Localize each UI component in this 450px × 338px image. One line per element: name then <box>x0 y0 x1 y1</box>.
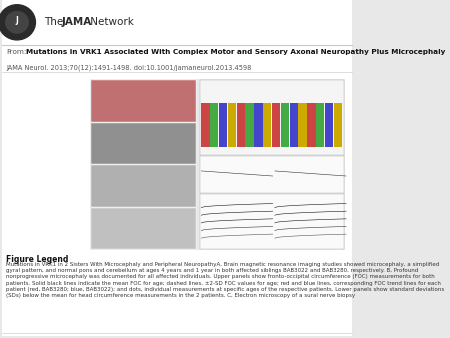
FancyBboxPatch shape <box>254 103 263 147</box>
FancyBboxPatch shape <box>200 80 344 155</box>
Text: J: J <box>16 16 18 25</box>
FancyBboxPatch shape <box>2 0 352 45</box>
FancyBboxPatch shape <box>2 2 352 336</box>
FancyBboxPatch shape <box>246 103 254 147</box>
FancyBboxPatch shape <box>91 80 196 122</box>
FancyBboxPatch shape <box>91 208 196 249</box>
Text: From:: From: <box>6 49 27 55</box>
FancyBboxPatch shape <box>200 156 344 193</box>
FancyBboxPatch shape <box>263 103 271 147</box>
FancyBboxPatch shape <box>200 194 344 249</box>
FancyBboxPatch shape <box>210 103 219 147</box>
FancyBboxPatch shape <box>219 103 227 147</box>
FancyBboxPatch shape <box>334 103 342 147</box>
FancyBboxPatch shape <box>201 103 210 147</box>
Circle shape <box>5 11 29 34</box>
Text: The: The <box>44 17 67 27</box>
FancyBboxPatch shape <box>325 103 333 147</box>
FancyBboxPatch shape <box>90 79 346 250</box>
Text: Figure Legend: Figure Legend <box>6 255 69 264</box>
FancyBboxPatch shape <box>281 103 289 147</box>
FancyBboxPatch shape <box>237 103 245 147</box>
FancyBboxPatch shape <box>91 123 196 164</box>
Circle shape <box>0 5 36 40</box>
FancyBboxPatch shape <box>272 103 280 147</box>
FancyBboxPatch shape <box>316 103 324 147</box>
Text: JAMA Neurol. 2013;70(12):1491-1498. doi:10.1001/jamaneurol.2013.4598: JAMA Neurol. 2013;70(12):1491-1498. doi:… <box>6 65 252 71</box>
Text: Mutations in VRK1 in 2 Sisters With Microcephaly and Peripheral NeuropathyA, Bra: Mutations in VRK1 in 2 Sisters With Micr… <box>6 262 445 298</box>
Text: Mutations in VRK1 Associated With Complex Motor and Sensory Axonal Neuropathy Pl: Mutations in VRK1 Associated With Comple… <box>26 49 445 55</box>
FancyBboxPatch shape <box>290 103 298 147</box>
FancyBboxPatch shape <box>298 103 307 147</box>
FancyBboxPatch shape <box>228 103 236 147</box>
FancyBboxPatch shape <box>91 165 196 207</box>
FancyBboxPatch shape <box>307 103 315 147</box>
Text: Network: Network <box>87 17 134 27</box>
Text: JAMA: JAMA <box>61 17 91 27</box>
